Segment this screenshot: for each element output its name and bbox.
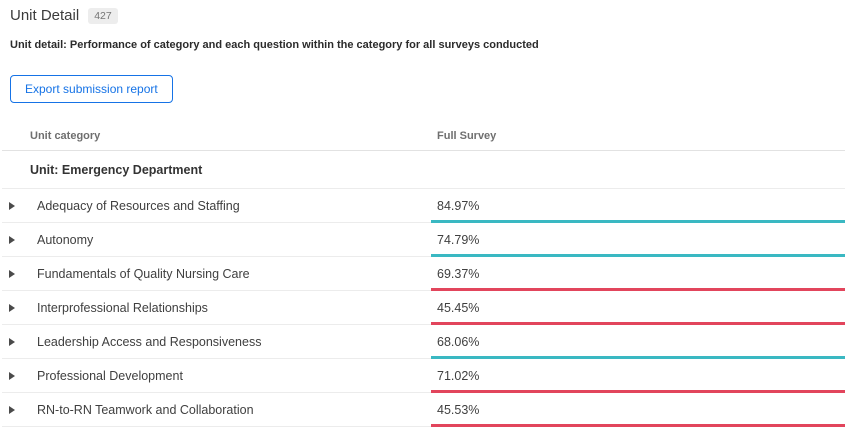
category-label: Autonomy <box>37 232 94 247</box>
table-row: RN-to-RN Teamwork and Collaboration 45.5… <box>2 393 845 427</box>
category-label: Fundamentals of Quality Nursing Care <box>37 266 250 281</box>
response-count-badge: 427 <box>88 7 118 25</box>
score-indicator-bar <box>431 424 845 427</box>
column-header-unit-category: Unit category <box>30 129 101 142</box>
page-header: Unit Detail 427 <box>0 6 850 26</box>
category-label: Leadership Access and Responsiveness <box>37 334 262 349</box>
table-row: Fundamentals of Quality Nursing Care 69.… <box>2 257 845 291</box>
score-indicator-bar <box>431 322 845 325</box>
score-indicator-bar <box>431 356 845 359</box>
table-header-row: Unit category Full Survey <box>2 121 845 151</box>
category-label: Professional Development <box>37 368 183 383</box>
score-indicator-bar <box>431 288 845 291</box>
survey-score-value: 71.02% <box>437 368 480 383</box>
score-indicator-bar <box>431 220 845 223</box>
survey-score-value: 74.79% <box>437 232 480 247</box>
group-header-row: Unit: Emergency Department <box>2 151 845 189</box>
table-row: Interprofessional Relationships 45.45% <box>2 291 845 325</box>
score-indicator-bar <box>431 254 845 257</box>
survey-score-value: 69.37% <box>437 266 480 281</box>
survey-score-value: 68.06% <box>437 334 480 349</box>
expand-chevron-icon[interactable] <box>9 372 22 380</box>
expand-chevron-icon[interactable] <box>9 270 22 278</box>
category-label: RN-to-RN Teamwork and Collaboration <box>37 402 254 417</box>
expand-chevron-icon[interactable] <box>9 236 22 244</box>
category-label: Interprofessional Relationships <box>37 300 208 315</box>
expand-chevron-icon[interactable] <box>9 202 22 210</box>
column-header-full-survey: Full Survey <box>437 129 497 142</box>
page-description: Unit detail: Performance of category and… <box>10 39 539 51</box>
table-row: Leadership Access and Responsiveness 68.… <box>2 325 845 359</box>
page-title: Unit Detail <box>10 7 80 24</box>
survey-score-value: 45.53% <box>437 402 480 417</box>
table-row: Adequacy of Resources and Staffing 84.97… <box>2 189 845 223</box>
expand-chevron-icon[interactable] <box>9 406 22 414</box>
survey-score-value: 45.45% <box>437 300 480 315</box>
table-row: Professional Development 71.02% <box>2 359 845 393</box>
unit-detail-table: Unit category Full Survey Unit: Emergenc… <box>2 121 845 427</box>
export-submission-report-button[interactable]: Export submission report <box>10 75 173 103</box>
score-indicator-bar <box>431 390 845 393</box>
expand-chevron-icon[interactable] <box>9 338 22 346</box>
group-header-label: Unit: Emergency Department <box>30 162 203 177</box>
table-row: Autonomy 74.79% <box>2 223 845 257</box>
category-label: Adequacy of Resources and Staffing <box>37 198 240 213</box>
table-body: Adequacy of Resources and Staffing 84.97… <box>2 189 845 427</box>
expand-chevron-icon[interactable] <box>9 304 22 312</box>
survey-score-value: 84.97% <box>437 198 480 213</box>
